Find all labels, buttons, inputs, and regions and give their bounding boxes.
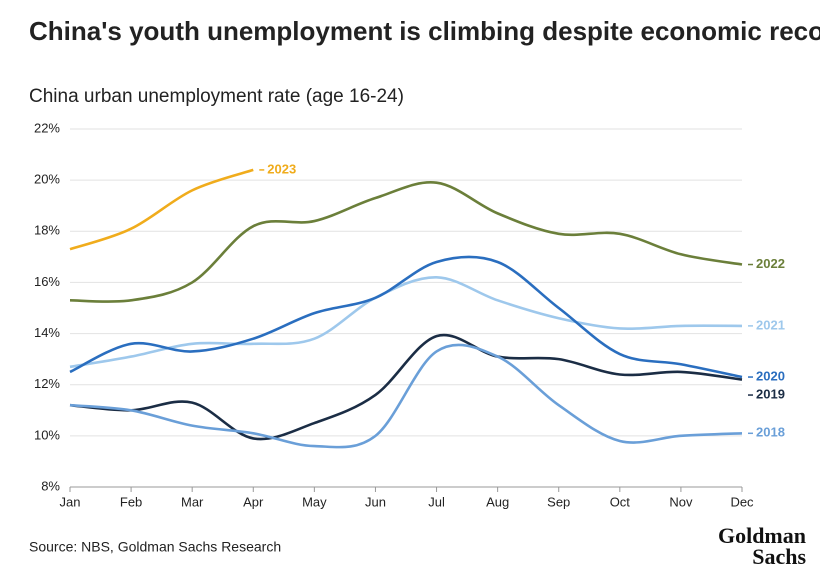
series-line <box>69 276 743 369</box>
x-tick-label: Apr <box>243 494 264 509</box>
y-tick-label: 18% <box>34 223 60 238</box>
logo: Goldman <box>718 523 806 548</box>
y-tick-label: 8% <box>41 478 60 493</box>
x-tick-label: Mar <box>181 494 204 509</box>
x-tick-label: Jul <box>428 494 445 509</box>
x-tick-label: Dec <box>730 494 754 509</box>
series-label: 2018 <box>756 425 785 440</box>
series-label: 2022 <box>756 256 785 271</box>
series-label: 2023 <box>267 161 296 176</box>
logo: Sachs <box>752 544 806 569</box>
x-tick-label: Oct <box>610 494 631 509</box>
series-line <box>69 168 254 251</box>
series-line <box>69 343 743 449</box>
x-tick-label: Sep <box>547 494 570 509</box>
y-tick-label: 16% <box>34 274 60 289</box>
series-line <box>69 333 743 441</box>
x-tick-label: May <box>302 494 327 509</box>
chart-title: China's youth unemployment is climbing d… <box>29 16 820 46</box>
x-tick-label: Nov <box>669 494 693 509</box>
chart-subtitle: China urban unemployment rate (age 16-24… <box>29 86 404 107</box>
x-tick-label: Jun <box>365 494 386 509</box>
series-line <box>69 255 743 379</box>
y-tick-label: 22% <box>34 120 60 135</box>
x-tick-label: Aug <box>486 494 509 509</box>
y-tick-label: 10% <box>34 427 60 442</box>
x-tick-label: Jan <box>60 494 81 509</box>
y-tick-label: 12% <box>34 376 60 391</box>
y-tick-label: 20% <box>34 172 60 187</box>
series-label: 2021 <box>756 317 785 332</box>
source: Source: NBS, Goldman Sachs Research <box>29 539 281 555</box>
series-line <box>69 181 743 303</box>
series-label: 2019 <box>756 386 785 401</box>
y-tick-label: 14% <box>34 325 60 340</box>
x-tick-label: Feb <box>120 494 142 509</box>
series-label: 2020 <box>756 368 785 383</box>
